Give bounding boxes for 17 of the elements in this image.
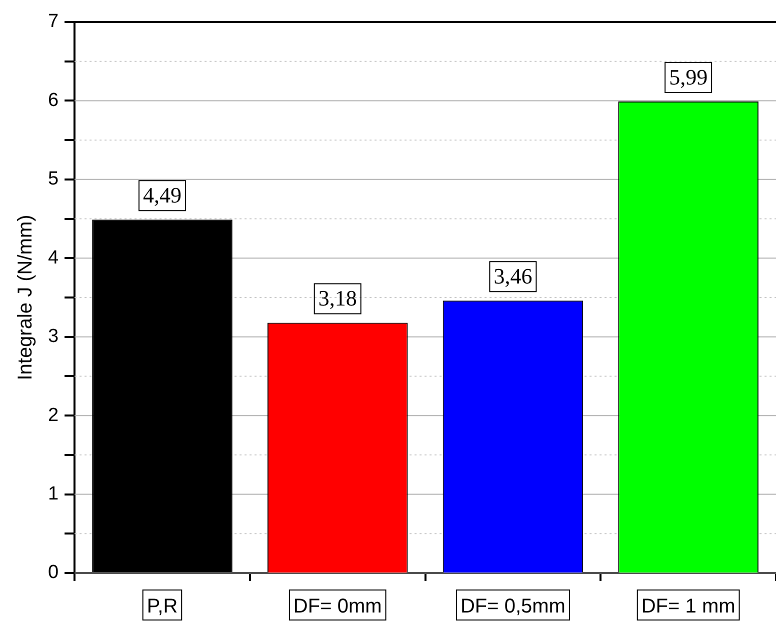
data-label: 3,18 — [318, 285, 357, 310]
y-tick-label: 7 — [48, 11, 59, 32]
y-tick-label: 1 — [48, 484, 59, 505]
y-tick-label: 3 — [48, 326, 59, 348]
y-tick-label: 2 — [48, 404, 59, 426]
x-tick-label: DF= 0,5mm — [460, 596, 566, 618]
y-tick-label: 0 — [48, 562, 59, 584]
x-tick-label: DF= 0mm — [293, 596, 382, 618]
x-tick-label: DF= 1 mm — [641, 596, 736, 618]
y-tick-label: 6 — [48, 90, 59, 111]
data-label: 3,46 — [494, 263, 532, 288]
x-tick-label: P,R — [146, 596, 178, 618]
data-label: 5,99 — [669, 64, 708, 90]
y-tick-label: 5 — [48, 168, 59, 190]
y-axis-title: Integrale J (N/mm) — [14, 214, 37, 380]
y-tick-label: 4 — [48, 247, 59, 268]
data-label: 4,49 — [142, 182, 182, 208]
